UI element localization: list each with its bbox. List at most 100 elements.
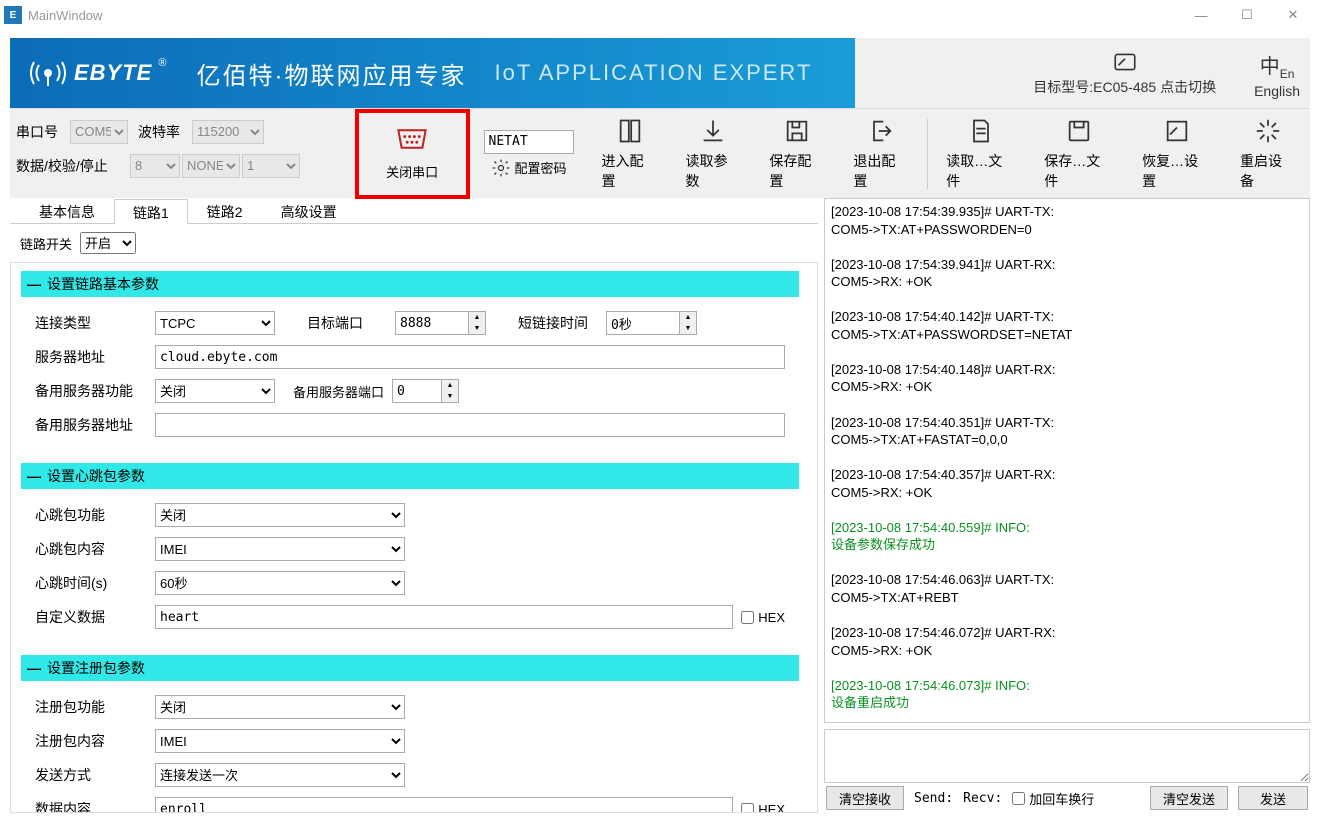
send-button[interactable]: 发送 [1238, 786, 1308, 810]
reg-data-input[interactable] [155, 797, 733, 813]
conn-type-label: 连接类型 [35, 313, 147, 333]
bak-func-select[interactable]: 关闭 [155, 379, 275, 403]
reg-func-select[interactable]: 关闭 [155, 695, 405, 719]
stopbits-select[interactable]: 1 [242, 154, 300, 178]
send-textarea[interactable] [824, 729, 1310, 783]
send-counter: Send: [914, 791, 953, 806]
hb-custom-label: 自定义数据 [35, 607, 147, 627]
logo: EBYTE ® [28, 56, 166, 90]
bak-func-label: 备用服务器功能 [35, 381, 147, 401]
language-button[interactable]: 中En English [1254, 48, 1300, 99]
spin-up[interactable]: ▲ [469, 312, 485, 323]
file-save-icon [1065, 117, 1093, 145]
short-time-input[interactable] [606, 311, 680, 335]
config-password: 配置密码 [470, 130, 588, 178]
clear-send-button[interactable]: 清空发送 [1150, 786, 1228, 810]
subtagline: IoT APPLICATION EXPERT [494, 60, 812, 86]
tab-link1[interactable]: 链路1 [114, 199, 188, 224]
tagline: 亿佰特·物联网应用专家 [196, 56, 466, 91]
enter-config-button[interactable]: 进入配置 [588, 109, 672, 199]
hb-time-select[interactable]: 60秒 [155, 571, 405, 595]
restore-icon [1163, 117, 1191, 145]
reg-mode-select[interactable]: 连接发送一次 [155, 763, 405, 787]
read-params-button[interactable]: 读取参数 [671, 109, 755, 199]
enter-icon [616, 117, 644, 145]
console-output[interactable]: [2023-10-08 17:54:39.935]# UART-TX:COM5-… [824, 198, 1310, 723]
hb-content-select[interactable]: IMEI [155, 537, 405, 561]
reg-content-label: 注册包内容 [35, 731, 147, 751]
form-scroll[interactable]: 设置链路基本参数 连接类型 TCPC 目标端口 ▲▼ 短链接时间 ▲▼ 服务器地… [10, 262, 818, 813]
baud-select[interactable]: 115200 [192, 120, 264, 144]
hb-hex-checkbox[interactable] [741, 611, 754, 624]
password-input[interactable] [484, 130, 574, 154]
parity-select[interactable]: NONE [182, 154, 240, 178]
maximize-button[interactable]: ☐ [1224, 0, 1270, 30]
app-icon: E [4, 6, 22, 24]
bak-addr-label: 备用服务器地址 [35, 415, 147, 435]
link-switch-label: 链路开关 [20, 234, 72, 253]
reg-mode-label: 发送方式 [35, 765, 147, 785]
bak-addr-input[interactable] [155, 413, 785, 437]
port-select[interactable]: COM5 [70, 120, 128, 144]
conn-type-select[interactable]: TCPC [155, 311, 275, 335]
serial-settings: 串口号 COM5 波特率 115200 数据/校验/停止 8 NONE 1 [10, 112, 355, 196]
reg-content-select[interactable]: IMEI [155, 729, 405, 753]
recv-counter: Recv: [963, 791, 1002, 806]
file-read-icon [967, 117, 995, 145]
hb-custom-input[interactable] [155, 605, 733, 629]
params-label: 数据/校验/停止 [16, 156, 128, 176]
reg-hex-checkbox[interactable] [741, 803, 754, 814]
server-input[interactable] [155, 345, 785, 369]
spin-down[interactable]: ▼ [680, 323, 696, 334]
short-time-label: 短链接时间 [518, 313, 598, 333]
baud-label: 波特率 [138, 122, 190, 142]
hb-func-select[interactable]: 关闭 [155, 503, 405, 527]
read-file-button[interactable]: 读取…文件 [932, 109, 1030, 199]
window-title: MainWindow [28, 8, 1178, 23]
server-label: 服务器地址 [35, 347, 147, 367]
toolbar: 串口号 COM5 波特率 115200 数据/校验/停止 8 NONE 1 关闭… [10, 108, 1310, 198]
reg-func-label: 注册包功能 [35, 697, 147, 717]
hb-func-label: 心跳包功能 [35, 505, 147, 525]
password-label-button[interactable]: 配置密码 [491, 158, 567, 178]
restore-button[interactable]: 恢复…设置 [1128, 109, 1226, 199]
save-icon [783, 117, 811, 145]
close-port-button[interactable]: 关闭串口 [355, 109, 470, 199]
loading-icon [1254, 117, 1282, 145]
port-label: 串口号 [16, 122, 68, 142]
databits-select[interactable]: 8 [130, 154, 180, 178]
target-port-label: 目标端口 [307, 313, 387, 333]
spin-down[interactable]: ▼ [469, 323, 485, 334]
right-pane: [2023-10-08 17:54:39.935]# UART-TX:COM5-… [824, 198, 1310, 813]
spin-up[interactable]: ▲ [442, 380, 458, 391]
serial-port-icon [392, 126, 432, 152]
exit-config-button[interactable]: 退出配置 [839, 109, 923, 199]
tab-basic[interactable]: 基本信息 [20, 198, 114, 223]
crlf-checkbox[interactable] [1012, 792, 1025, 805]
tabs: 基本信息 链路1 链路2 高级设置 [10, 198, 818, 224]
target-model-button[interactable]: 目标型号:EC05-485 点击切换 [1033, 49, 1216, 97]
group1-header[interactable]: 设置链路基本参数 [21, 271, 799, 297]
close-button[interactable]: ✕ [1270, 0, 1316, 30]
save-file-button[interactable]: 保存…文件 [1030, 109, 1128, 199]
group2-header[interactable]: 设置心跳包参数 [21, 463, 799, 489]
spin-down[interactable]: ▼ [442, 391, 458, 402]
tab-link2[interactable]: 链路2 [188, 198, 262, 223]
left-pane: 基本信息 链路1 链路2 高级设置 链路开关 开启 设置链路基本参数 连接类型 … [10, 198, 818, 813]
bak-port-input[interactable] [392, 379, 442, 403]
minimize-button[interactable]: — [1178, 0, 1224, 30]
link-switch-select[interactable]: 开启 [80, 232, 136, 254]
reboot-button[interactable]: 重启设备 [1226, 109, 1310, 199]
spin-up[interactable]: ▲ [680, 312, 696, 323]
download-icon [699, 117, 727, 145]
hb-time-label: 心跳时间(s) [35, 573, 147, 593]
hb-content-label: 心跳包内容 [35, 539, 147, 559]
group3-header[interactable]: 设置注册包参数 [21, 655, 799, 681]
target-port-input[interactable] [395, 311, 469, 335]
window-titlebar: E MainWindow — ☐ ✕ [0, 0, 1320, 30]
save-config-button[interactable]: 保存配置 [755, 109, 839, 199]
clear-recv-button[interactable]: 清空接收 [826, 786, 904, 810]
bottom-bar: 清空接收 Send: Recv: 加回车换行 清空发送 发送 [824, 783, 1310, 813]
tab-advanced[interactable]: 高级设置 [262, 198, 356, 223]
exit-icon [867, 117, 895, 145]
